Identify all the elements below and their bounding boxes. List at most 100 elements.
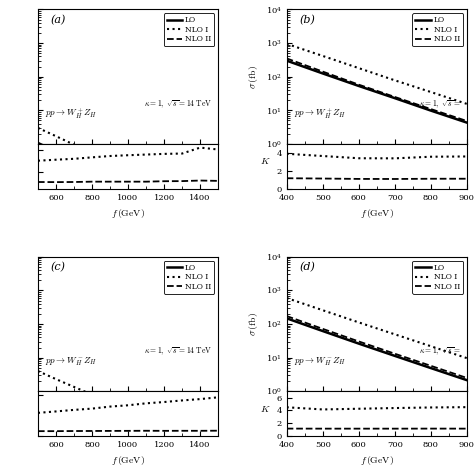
NLO II [464, 118, 470, 124]
NLO II [392, 94, 398, 100]
Line: LO: LO [287, 319, 467, 380]
LO [161, 451, 167, 456]
Text: $pp \rightarrow W_H^- Z_H$: $pp \rightarrow W_H^- Z_H$ [294, 356, 346, 368]
Line: NLO II: NLO II [38, 143, 218, 222]
NLO I [464, 356, 470, 361]
LO [215, 222, 221, 228]
Y-axis label: $K$: $K$ [260, 404, 271, 414]
NLO II [215, 469, 221, 474]
NLO II [464, 375, 470, 381]
NLO I [125, 406, 131, 412]
NLO I [35, 368, 41, 374]
NLO I [89, 392, 95, 398]
LO [356, 341, 362, 346]
NLO II [179, 455, 185, 460]
NLO I [320, 307, 326, 313]
NLO II [125, 432, 131, 438]
LO [53, 150, 59, 155]
NLO I [284, 295, 290, 301]
NLO I [143, 413, 149, 419]
LO [161, 200, 167, 205]
NLO II [53, 148, 59, 154]
NLO II [161, 447, 167, 453]
NLO II [143, 439, 149, 445]
LO [53, 402, 59, 408]
NLO II [392, 351, 398, 356]
NLO I [125, 166, 131, 172]
NLO I [53, 133, 59, 139]
Text: $\kappa = 1,\ \sqrt{s} =$: $\kappa = 1,\ \sqrt{s} =$ [419, 98, 462, 109]
Line: NLO I: NLO I [287, 44, 467, 104]
NLO II [320, 326, 326, 332]
NLO II [143, 190, 149, 196]
NLO I [161, 420, 167, 426]
NLO I [464, 101, 470, 107]
NLO II [35, 391, 41, 396]
NLO I [392, 331, 398, 337]
NLO II [125, 182, 131, 188]
NLO II [284, 55, 290, 61]
LO [179, 207, 185, 212]
NLO II [53, 400, 59, 405]
NLO I [197, 433, 203, 439]
NLO I [71, 384, 77, 390]
X-axis label: $f\,(\mathrm{GeV})$: $f\,(\mathrm{GeV})$ [360, 455, 394, 467]
LO [392, 95, 398, 101]
NLO II [197, 462, 203, 467]
NLO I [107, 399, 113, 405]
LO [179, 458, 185, 464]
NLO I [161, 181, 167, 187]
NLO II [161, 198, 167, 203]
NLO I [392, 77, 398, 83]
LO [215, 473, 221, 474]
Text: $pp \rightarrow W_H^+ Z_H$: $pp \rightarrow W_H^+ Z_H$ [294, 107, 346, 121]
LO [125, 184, 131, 190]
Line: NLO I: NLO I [287, 298, 467, 358]
Line: LO: LO [38, 144, 218, 225]
LO [320, 328, 326, 334]
NLO I [215, 440, 221, 446]
NLO I [428, 89, 434, 95]
Text: $\kappa = 1,\ \sqrt{s} = 14\ \mathrm{TeV}$: $\kappa = 1,\ \sqrt{s} = 14\ \mathrm{TeV… [145, 98, 213, 109]
NLO II [71, 408, 77, 414]
Line: NLO II: NLO II [38, 393, 218, 472]
NLO I [284, 41, 290, 46]
Text: (a): (a) [51, 15, 66, 25]
Y-axis label: $K$: $K$ [260, 156, 271, 166]
Y-axis label: $\sigma\,(\mathrm{fb})$: $\sigma\,(\mathrm{fb})$ [247, 312, 260, 336]
NLO II [107, 424, 113, 430]
Text: (c): (c) [51, 262, 65, 273]
LO [35, 141, 41, 147]
Legend: LO, NLO I, NLO II: LO, NLO I, NLO II [164, 13, 214, 46]
LO [89, 167, 95, 173]
Text: $pp \rightarrow W_H^- Z_H$: $pp \rightarrow W_H^- Z_H$ [45, 356, 98, 368]
NLO I [179, 427, 185, 432]
LO [428, 108, 434, 113]
LO [464, 120, 470, 126]
LO [464, 377, 470, 383]
Line: NLO I: NLO I [38, 371, 218, 443]
NLO I [35, 125, 41, 131]
NLO I [356, 65, 362, 71]
Text: $pp \rightarrow W_H^+ Z_H$: $pp \rightarrow W_H^+ Z_H$ [45, 107, 98, 121]
LO [125, 436, 131, 441]
LO [392, 353, 398, 359]
LO [107, 428, 113, 434]
LO [143, 192, 149, 198]
NLO I [107, 158, 113, 164]
NLO II [215, 219, 221, 225]
NLO I [215, 201, 221, 207]
LO [320, 71, 326, 76]
LO [284, 58, 290, 64]
LO [71, 159, 77, 164]
LO [197, 216, 203, 221]
NLO I [428, 343, 434, 349]
LO [428, 365, 434, 371]
NLO II [428, 363, 434, 369]
LO [284, 316, 290, 321]
NLO II [428, 106, 434, 112]
NLO II [197, 213, 203, 219]
Text: $\kappa = 1,\ \sqrt{s} =$: $\kappa = 1,\ \sqrt{s} =$ [419, 345, 462, 357]
NLO II [89, 416, 95, 422]
Legend: LO, NLO I, NLO II: LO, NLO I, NLO II [164, 261, 214, 294]
